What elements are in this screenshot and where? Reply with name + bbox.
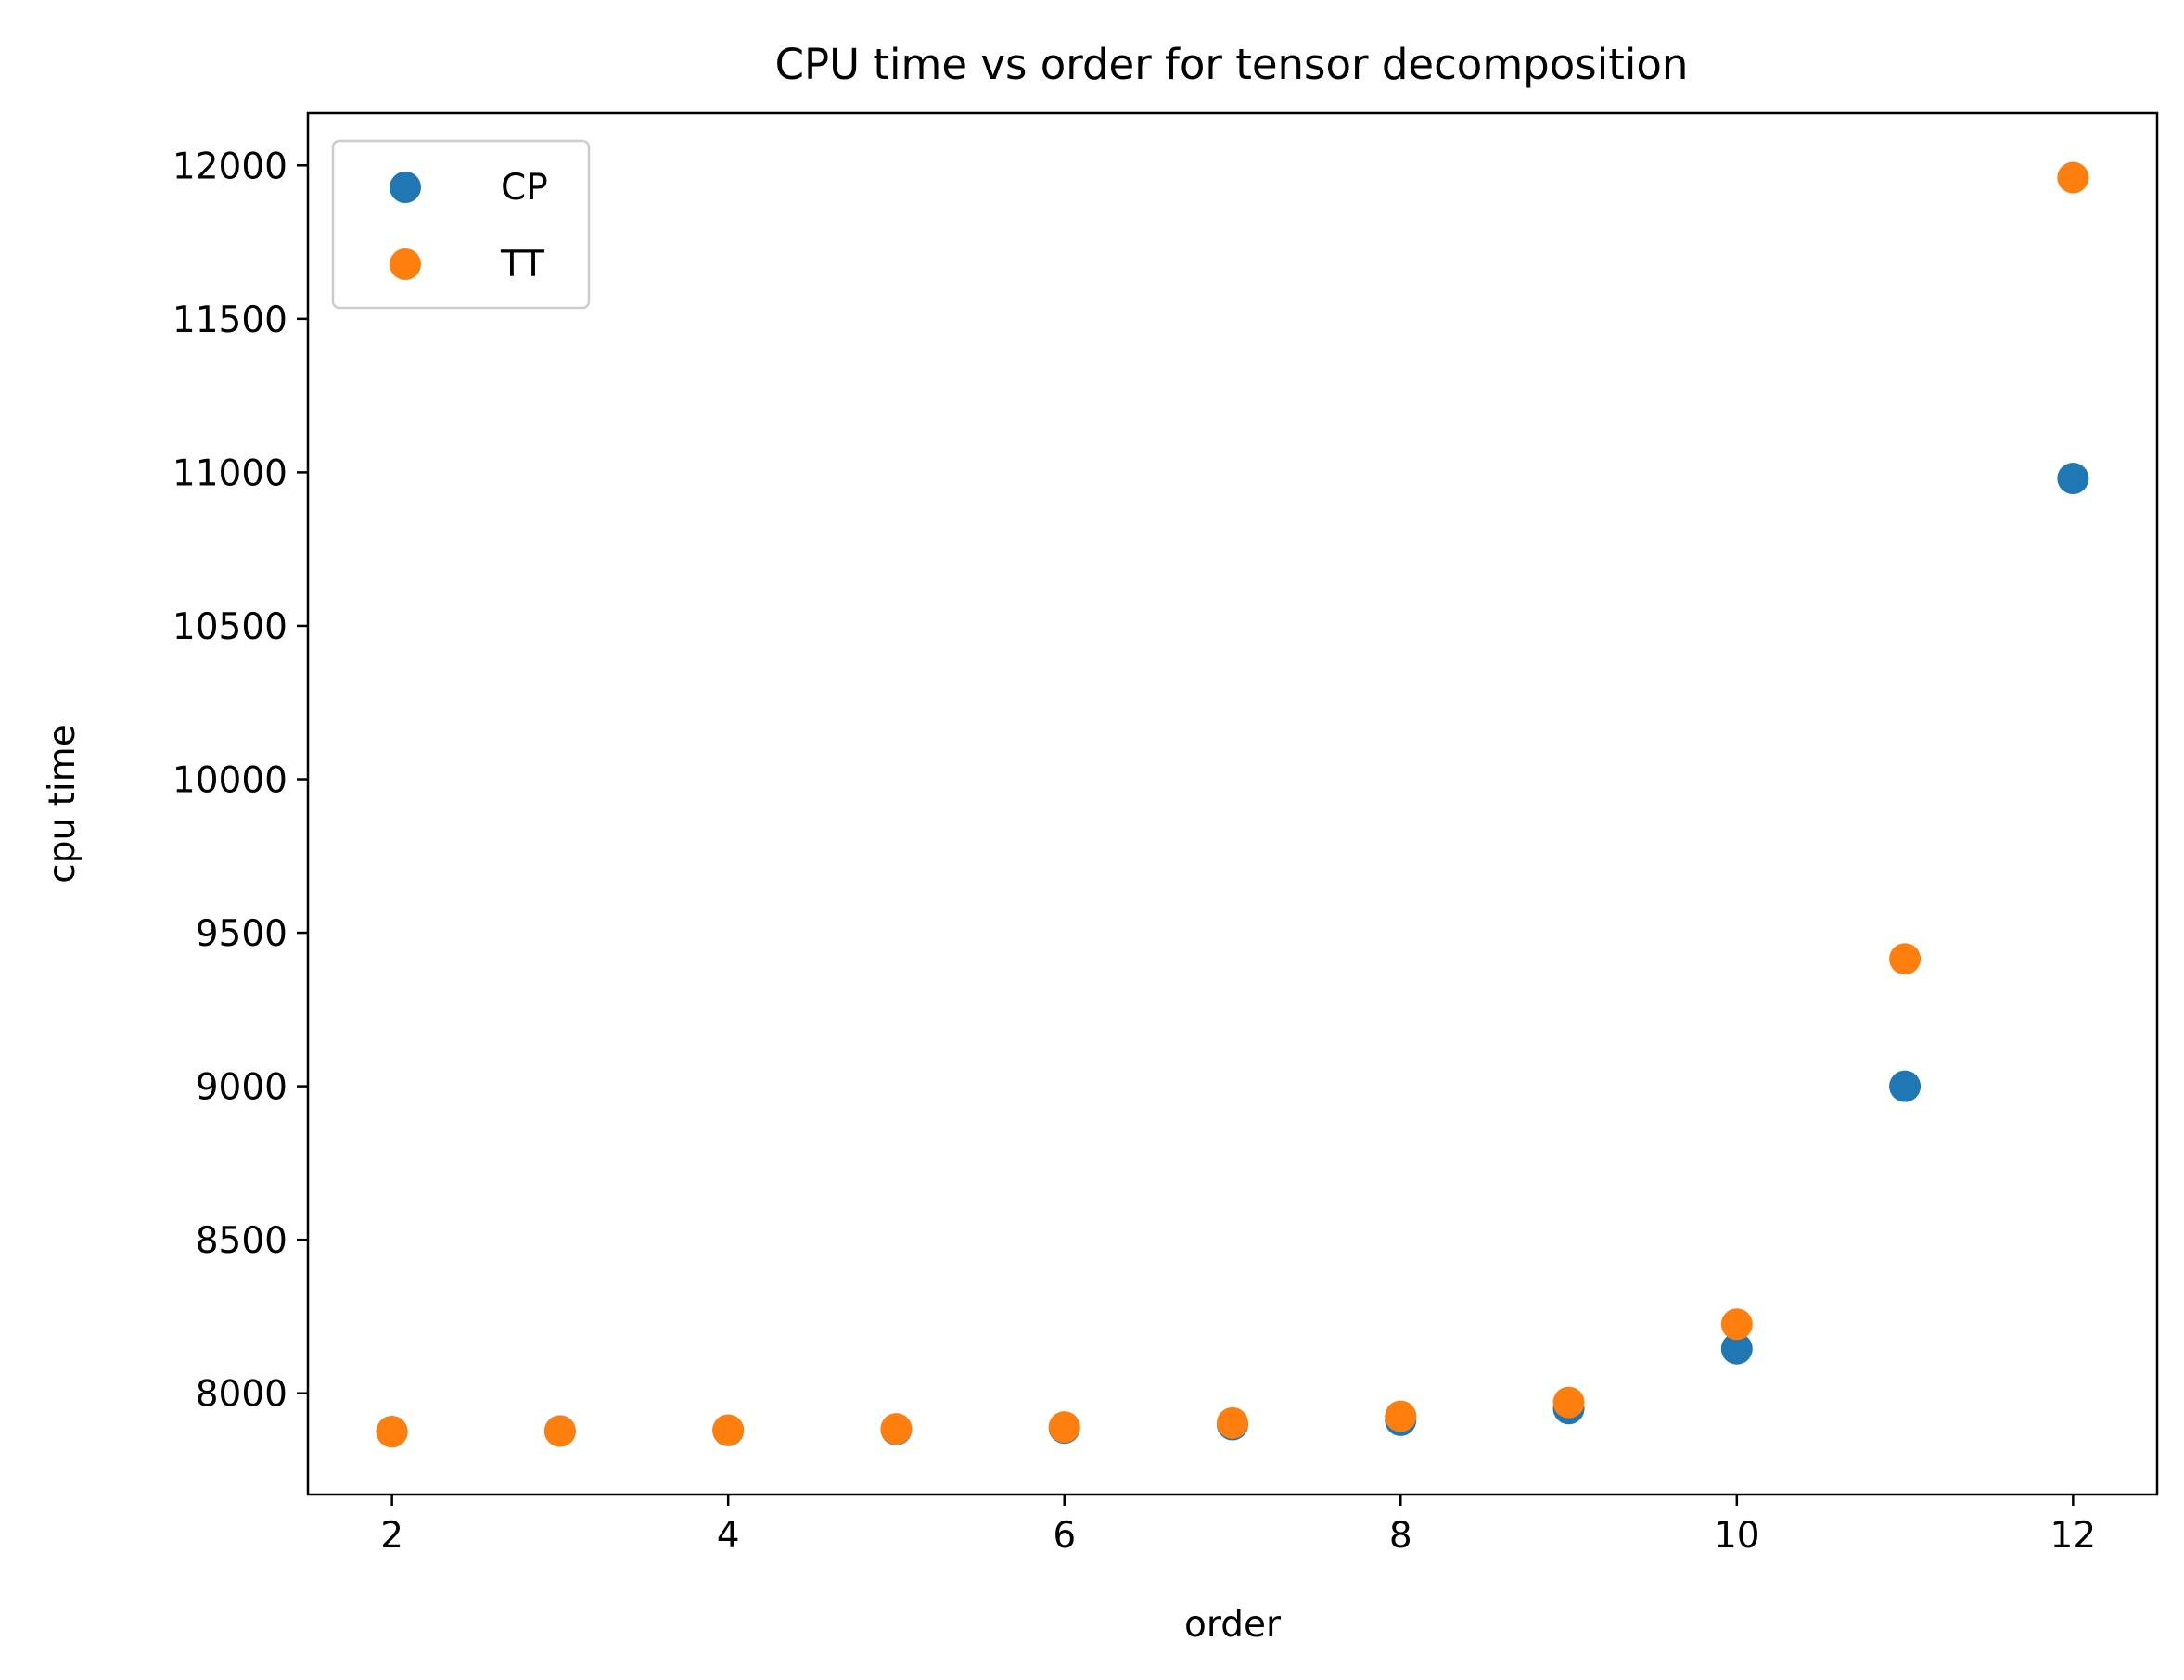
- data-point-tt: [1889, 943, 1922, 975]
- data-point-cp: [1889, 1070, 1922, 1102]
- data-point-tt: [1217, 1406, 1248, 1439]
- x-tick-label: 4: [717, 1515, 740, 1557]
- data-point-cp: [2057, 463, 2089, 495]
- legend-label-tt: TT: [500, 244, 544, 286]
- legend: CP TT: [331, 139, 591, 310]
- data-point-tt: [2057, 161, 2089, 194]
- x-tick-label: 12: [2050, 1515, 2097, 1557]
- y-tick-label: 11500: [172, 299, 287, 341]
- y-tick-label: 8500: [196, 1220, 287, 1262]
- y-tick-label: 9500: [196, 913, 287, 955]
- data-point-tt: [1552, 1386, 1585, 1419]
- y-tick-label: 10000: [172, 760, 287, 802]
- x-axis-ticks: 2 4 6 8 10 12: [380, 1495, 2096, 1557]
- plot-area: 2 4 6 8 10 12 8000 8500 9000 9500 10000 10500 11000…: [172, 111, 2159, 1557]
- y-tick-label: 11000: [172, 452, 287, 494]
- data-points: [376, 161, 2089, 1448]
- y-axis-label: cpu time: [42, 724, 83, 883]
- x-axis-label: order: [1184, 1604, 1282, 1646]
- chart-title: CPU time vs order for tensor decompositi…: [775, 40, 1689, 89]
- data-point-tt: [1385, 1400, 1417, 1432]
- plot-frame: [306, 111, 2159, 1496]
- x-tick-label: 2: [380, 1515, 403, 1557]
- legend-marker-tt: [390, 248, 421, 280]
- data-point-tt: [376, 1416, 408, 1448]
- data-point-tt: [880, 1413, 913, 1445]
- data-point-tt: [543, 1415, 576, 1447]
- data-point-tt: [712, 1414, 745, 1446]
- data-point-tt: [1720, 1308, 1753, 1341]
- y-tick-label: 12000: [172, 146, 287, 187]
- legend-frame: [331, 139, 591, 310]
- x-tick-label: 10: [1714, 1515, 1760, 1557]
- legend-label-cp: CP: [501, 167, 548, 209]
- y-tick-label: 9000: [196, 1067, 287, 1109]
- y-axis-ticks: 8000 8500 9000 9500 10000 10500 11000 11500 1200…: [172, 146, 308, 1416]
- data-point-tt: [1048, 1411, 1080, 1444]
- data-point-cp: [1720, 1332, 1753, 1365]
- y-tick-label: 10500: [172, 606, 287, 648]
- x-tick-label: 8: [1389, 1515, 1412, 1557]
- legend-marker-cp: [390, 172, 421, 203]
- plot-background: [308, 113, 2157, 1495]
- y-tick-label: 8000: [196, 1374, 287, 1416]
- x-tick-label: 6: [1053, 1515, 1076, 1557]
